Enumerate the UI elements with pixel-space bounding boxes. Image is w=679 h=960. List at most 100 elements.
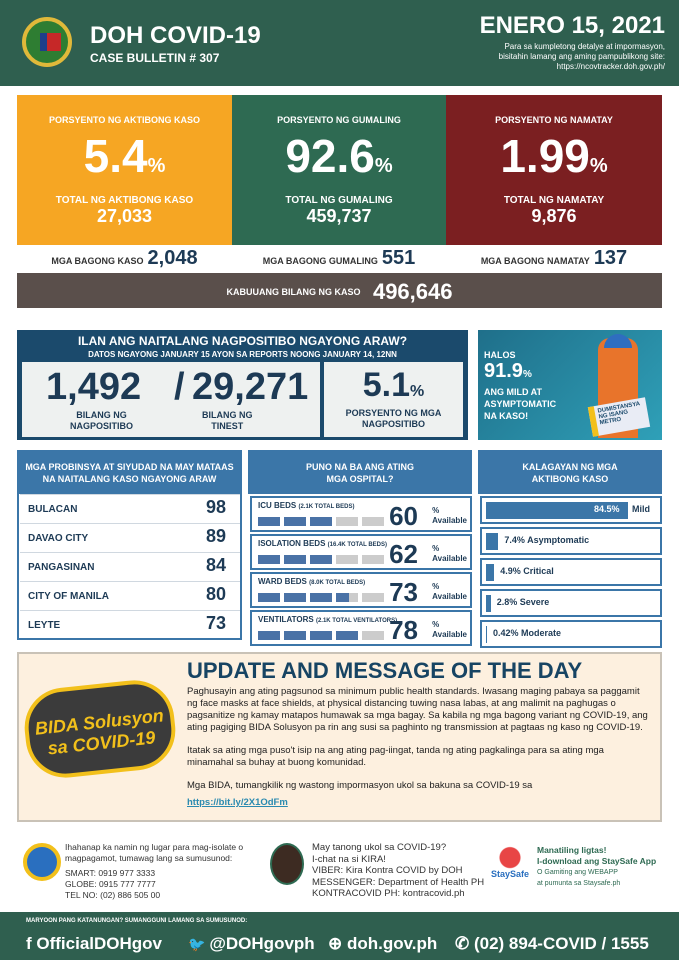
bed-icon: [336, 593, 358, 602]
hospitals-header: PUNO NA BA ANG ATING MGA OSPITAL?: [248, 450, 472, 494]
total-cases-bar: KABUUANG BILANG NG KASO 496,646: [17, 273, 662, 308]
bulletin-number: CASE BULLETIN # 307: [90, 51, 220, 65]
card-label: PORSYENTO NG GUMALING: [277, 115, 401, 125]
status-label: Mild: [632, 504, 650, 514]
status-bar: [486, 595, 491, 612]
globe-number[interactable]: GLOBE: 0915 777 7777: [65, 879, 156, 889]
province-row: CITY OF MANILA 80: [20, 581, 240, 607]
available-label: Available: [432, 630, 467, 639]
province-row: BULACAN 98: [20, 494, 240, 520]
globe-icon: ⊕: [328, 934, 347, 953]
card-label: PORSYENTO NG NAMATAY: [495, 115, 613, 125]
province-count: 84: [205, 555, 226, 575]
twitter-link[interactable]: 🐦 @DOHgovph: [188, 934, 315, 953]
new-cases: MGA BAGONG KASO 2,048: [51, 247, 198, 269]
status-percent: 4.9% Critical: [500, 566, 554, 576]
hospital-row: WARD BEDS (8.0K TOTAL BEDS) 73% Available: [250, 572, 472, 608]
province-count: 98: [205, 497, 226, 517]
active-cases-card: PORSYENTO NG AKTIBONG KASO 5.4% TOTAL NG…: [17, 95, 232, 245]
promo-text: HALOS: [484, 350, 516, 360]
province-name: BULACAN: [28, 504, 78, 515]
bed-icon: [310, 593, 332, 602]
phone-icon: ✆: [455, 934, 474, 953]
province-name: DAVAO CITY: [28, 533, 89, 544]
provinces-header: MGA PROBINSYA AT SIYUDAD NA MAY MATAAS NA…: [17, 450, 242, 494]
promo-pct: 91.9%: [484, 360, 532, 382]
positivity-label: PORSYENTO NG MGA NAGPOSITIBO: [345, 408, 442, 429]
provinces-list: [17, 494, 242, 640]
tracker-link[interactable]: https://ncovtracker.doh.gov.ph/: [556, 62, 665, 71]
isolation-contacts: Ihahanap ka namin ng lugar para mag-isol…: [65, 842, 265, 901]
staysafe-info: Manatiling ligtas! I-download ang StaySa…: [537, 845, 657, 887]
hospital-row: VENTILATORS (2.1K TOTAL VENTILATORS) 78% A…: [250, 610, 472, 646]
status-percent: 2.8% Severe: [496, 597, 550, 607]
status-percent: 7.4% Asymptomatic: [504, 535, 590, 545]
case-status-row: 84.5% Mild: [480, 496, 662, 524]
one-hospital-logo: [23, 843, 61, 881]
viber-contact[interactable]: VIBER: Kira Kontra COVID by DOH: [312, 865, 463, 876]
status-percent: 0.42% Moderate: [493, 628, 562, 638]
header-info: Para sa kumpletong detalye at impormasyo…: [499, 42, 665, 72]
vaccine-info-link[interactable]: https://bit.ly/2X1OdFm: [187, 797, 288, 808]
update-paragraph: Itatak sa ating mga puso't isip na ang a…: [187, 745, 604, 768]
card-percent: 92.6%: [285, 130, 393, 182]
website-link[interactable]: ⊕ doh.gov.ph: [328, 934, 438, 953]
bed-icon: [362, 517, 384, 526]
card-label: PORSYENTO NG AKTIBONG KASO: [48, 115, 200, 125]
card-total-label: TOTAL NG NAMATAY: [503, 195, 605, 206]
facebook-icon: f: [26, 934, 37, 953]
bed-icon: [362, 593, 384, 602]
facebook-link[interactable]: f OfficialDOHgov: [26, 934, 163, 953]
hospital-total: (8.0K TOTAL BEDS): [309, 580, 366, 586]
info-line: Para sa kumpletong detalye at impormasyo…: [504, 42, 665, 51]
bed-icon: [336, 555, 358, 564]
hospital-resource: ISOLATION BEDS: [258, 539, 326, 548]
doh-seal-logo: [22, 17, 72, 67]
update-panel: BIDA Solusyon sa COVID-19 UPDATE AND MES…: [17, 652, 662, 822]
status-bar: [486, 502, 628, 519]
province-count: 73: [205, 613, 226, 633]
hotline[interactable]: ✆ (02) 894-COVID / 1555: [455, 934, 649, 953]
hospital-resource: VENTILATORS: [258, 615, 314, 624]
promo-banner: HALOS 91.9% ANG MILD AT ASYMPTOMATIC NA KA…: [478, 330, 662, 440]
status-bar: [486, 626, 487, 643]
messenger-contact[interactable]: MESSENGER: Department of Health PH: [312, 876, 485, 888]
province-name: PANGASINAN: [28, 562, 95, 573]
hospital-resource: WARD BEDS: [258, 577, 307, 586]
deaths-card: PORSYENTO NG NAMATAY 1.99% TOTAL NG NAMA…: [446, 95, 662, 245]
bed-icon: [284, 593, 306, 602]
hospital-resource: ICU BEDS: [258, 501, 297, 510]
hospital-total: (2.1K TOTAL BEDS): [298, 504, 355, 510]
update-paragraph: Mga BIDA, tumangkilik ng wastong imporma…: [187, 780, 533, 791]
twitter-icon: 🐦: [188, 936, 210, 952]
update-paragraph: Paghusayin ang ating pagsunod sa minimum…: [187, 686, 648, 733]
positive-label: BILANG NG NAGPOSITIBO: [70, 410, 134, 431]
update-body: Paghusayin ang ating pagsunod sa minimum…: [187, 686, 652, 810]
bida-logo: BIDA Solusyon sa COVID-19: [20, 676, 180, 782]
tested-label: BILANG NG TINEST: [202, 410, 253, 431]
new-recovered: MGA BAGONG GUMALING 551: [262, 247, 416, 269]
ventilator-icon: [284, 631, 306, 640]
available-percent: 62: [389, 539, 418, 569]
hospital-total: (2.1K TOTAL VENTILATORS): [315, 618, 398, 624]
header-title: DOH COVID-19: [90, 22, 261, 49]
available-percent: 60: [389, 501, 418, 531]
today-panel: ILAN ANG NAITALANG NAGPOSITIBO NGAYONG A…: [17, 330, 468, 440]
promo-text: ANG MILD AT ASYMPTOMATIC NA KASO!: [484, 387, 557, 421]
kira-avatar: [270, 843, 304, 885]
tel-number[interactable]: TEL NO: (02) 886 505 00: [65, 890, 161, 900]
smart-number[interactable]: SMART: 0919 977 3333: [65, 868, 156, 878]
province-name: LEYTE: [28, 620, 61, 631]
province-count: 89: [205, 526, 226, 546]
card-total: 9,876: [531, 206, 577, 226]
positivity-box: 5.1% PORSYENTO NG MGA NAGPOSITIBO: [324, 362, 463, 437]
hospital-row: ICU BEDS (2.1K TOTAL BEDS) 60% Available: [250, 496, 472, 532]
bulletin-date: ENERO 15, 2021: [479, 12, 665, 39]
province-row: LEYTE 73: [20, 610, 240, 636]
hospital-total: (16.4K TOTAL BEDS): [327, 542, 387, 548]
province-name: CITY OF MANILA: [28, 591, 109, 602]
ventilator-icon: [336, 631, 358, 640]
available-label: Available: [432, 592, 467, 601]
kontracovid-link[interactable]: KONTRACOVID PH: kontracovid.ph: [312, 888, 465, 899]
card-total: 459,737: [306, 206, 372, 226]
